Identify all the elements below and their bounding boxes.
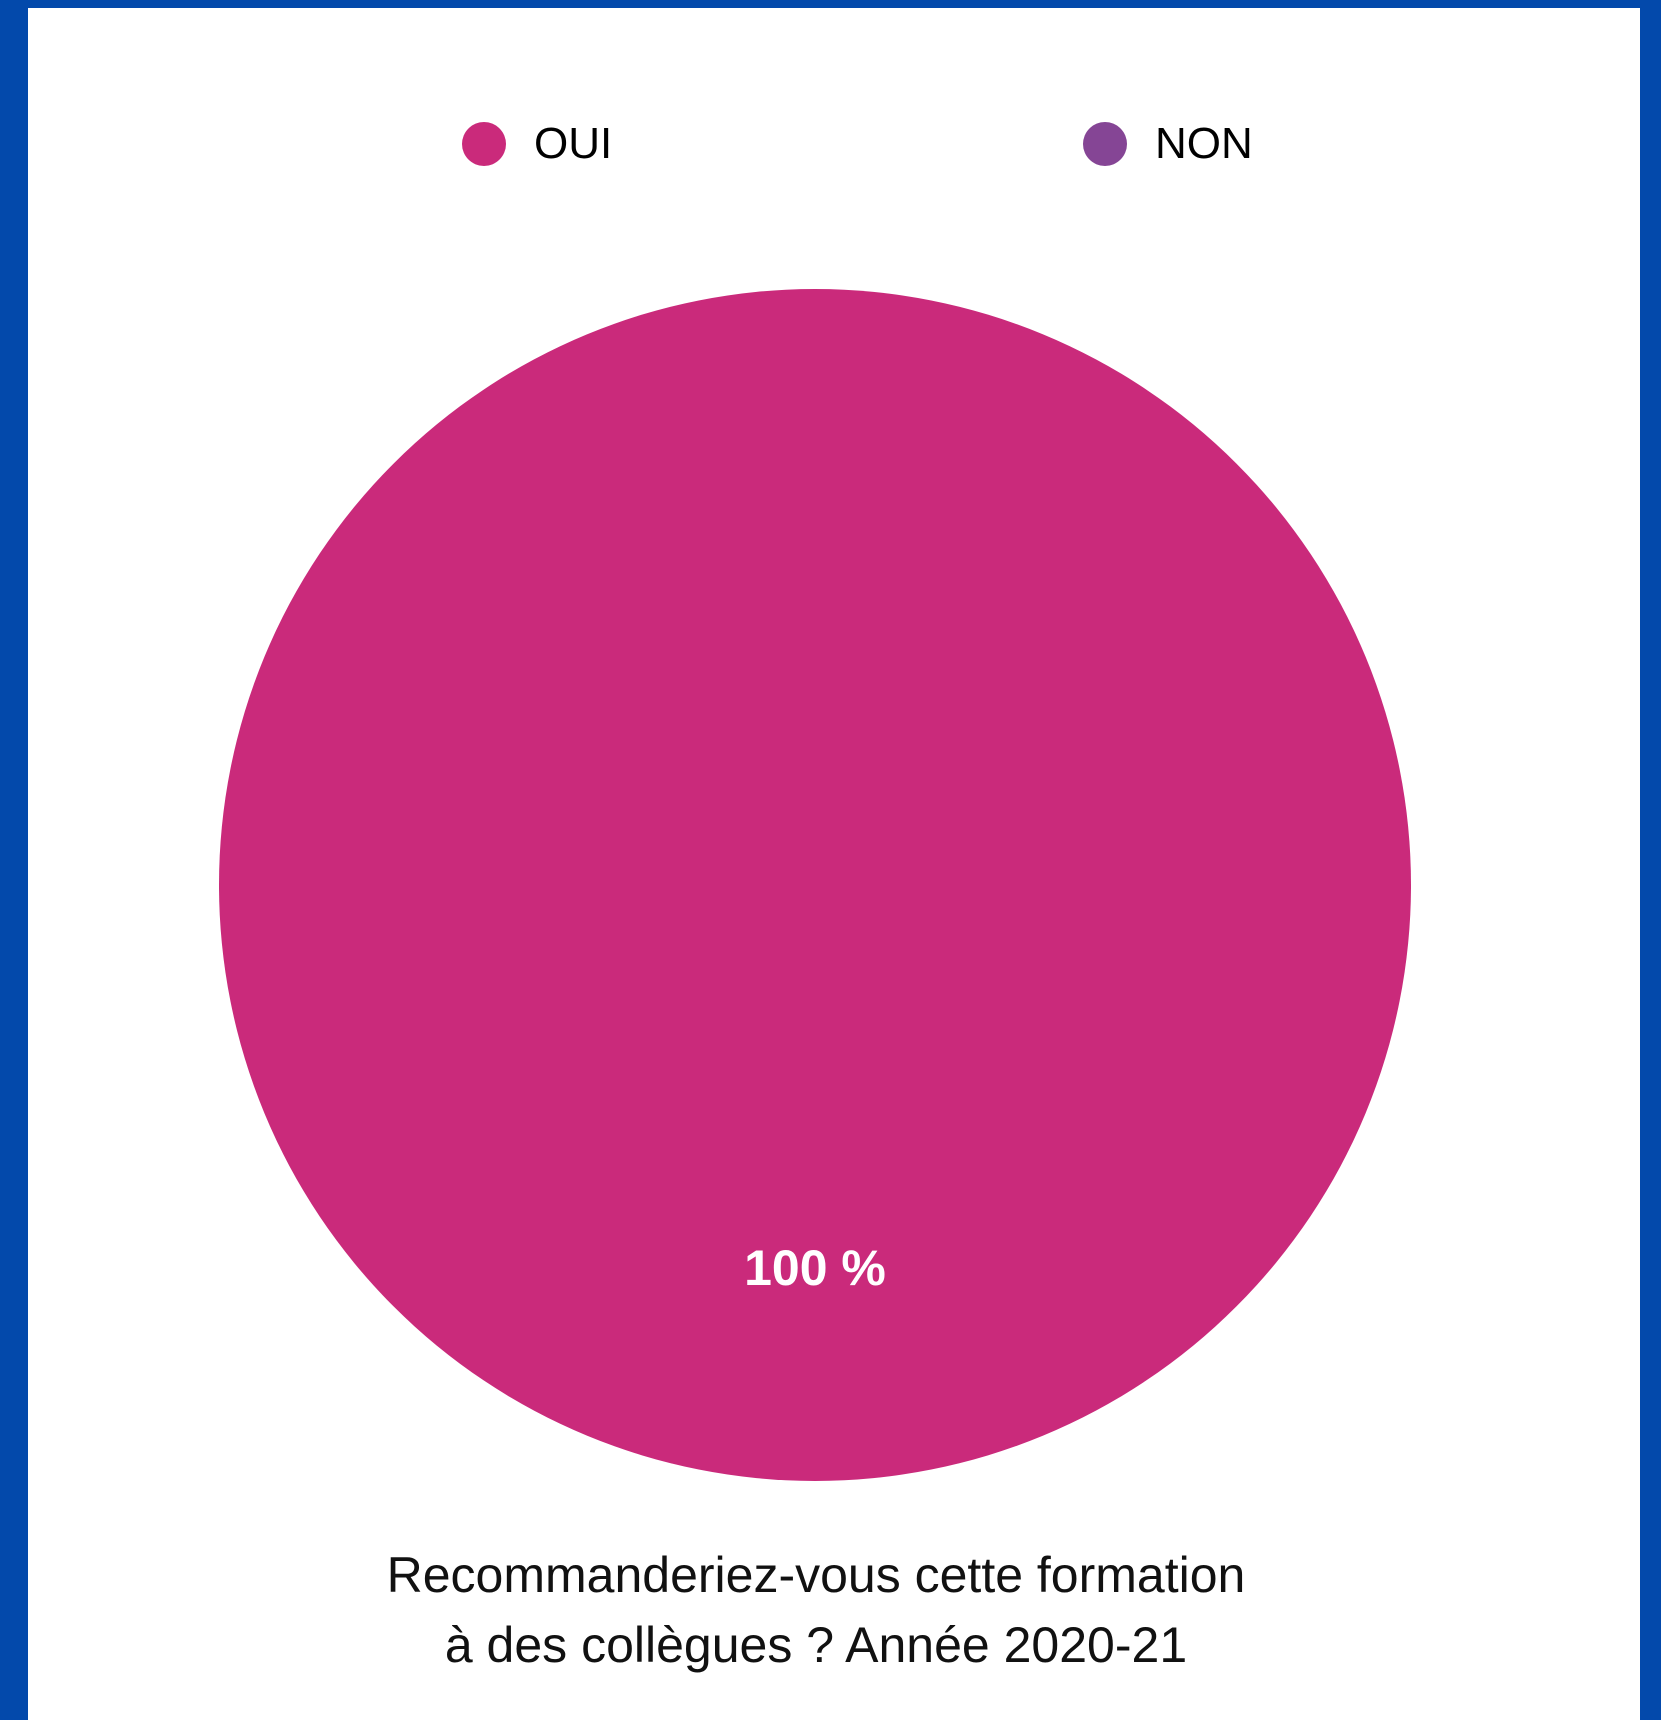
chart-title-line-1: Recommanderiez-vous cette formation — [386, 1547, 1246, 1603]
data-label-oui: 100 % — [744, 1240, 886, 1296]
legend-label-oui: OUI — [534, 119, 613, 168]
legend-item-oui: OUI — [462, 119, 613, 168]
legend-dot-non — [1083, 122, 1127, 166]
legend-item-non: NON — [1083, 119, 1253, 168]
chart-title-line-2: à des collègues ? Année 2020-21 — [444, 1617, 1188, 1673]
pie-slice-oui — [219, 289, 1411, 1481]
chart-title: Recommanderiez-vous cette formation à de… — [0, 1540, 1632, 1680]
legend-dot-oui — [462, 122, 506, 166]
legend-label-non: NON — [1155, 119, 1253, 168]
